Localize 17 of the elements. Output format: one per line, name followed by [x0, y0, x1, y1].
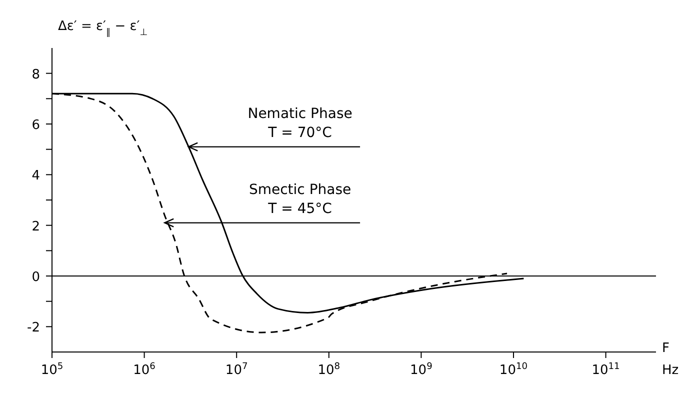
- annotation: Nematic Phase T = 70°C: [248, 106, 352, 141]
- x-tick-label: 10$^{9}$: [410, 362, 433, 378]
- x-tick-label: 10$^{6}$: [133, 362, 156, 378]
- x-tick-label: 10$^{8}$: [318, 362, 340, 378]
- x-tick-label: 10$^{11}$: [592, 362, 620, 378]
- y-tick-label: 2: [32, 219, 40, 234]
- x-tick-label: 10$^{7}$: [225, 362, 248, 378]
- y-tick-label: 6: [32, 118, 40, 133]
- y-tick-label: -2: [27, 320, 40, 336]
- x-tick-label: 10$^{5}$: [40, 362, 64, 378]
- annotation: Smectic Phase T = 45°C: [248, 182, 352, 217]
- y-tick-label: 4: [32, 168, 40, 184]
- y-axis-title: Δε′ = ε′$_{∥}$ − ε′$_{⊥}$: [58, 19, 148, 38]
- x-tick-label: 10$^{10}$: [499, 362, 528, 378]
- y-tick-label: 8: [32, 67, 40, 82]
- y-tick-label: 0: [32, 270, 40, 285]
- x-axis-title: F Hz: [662, 341, 679, 378]
